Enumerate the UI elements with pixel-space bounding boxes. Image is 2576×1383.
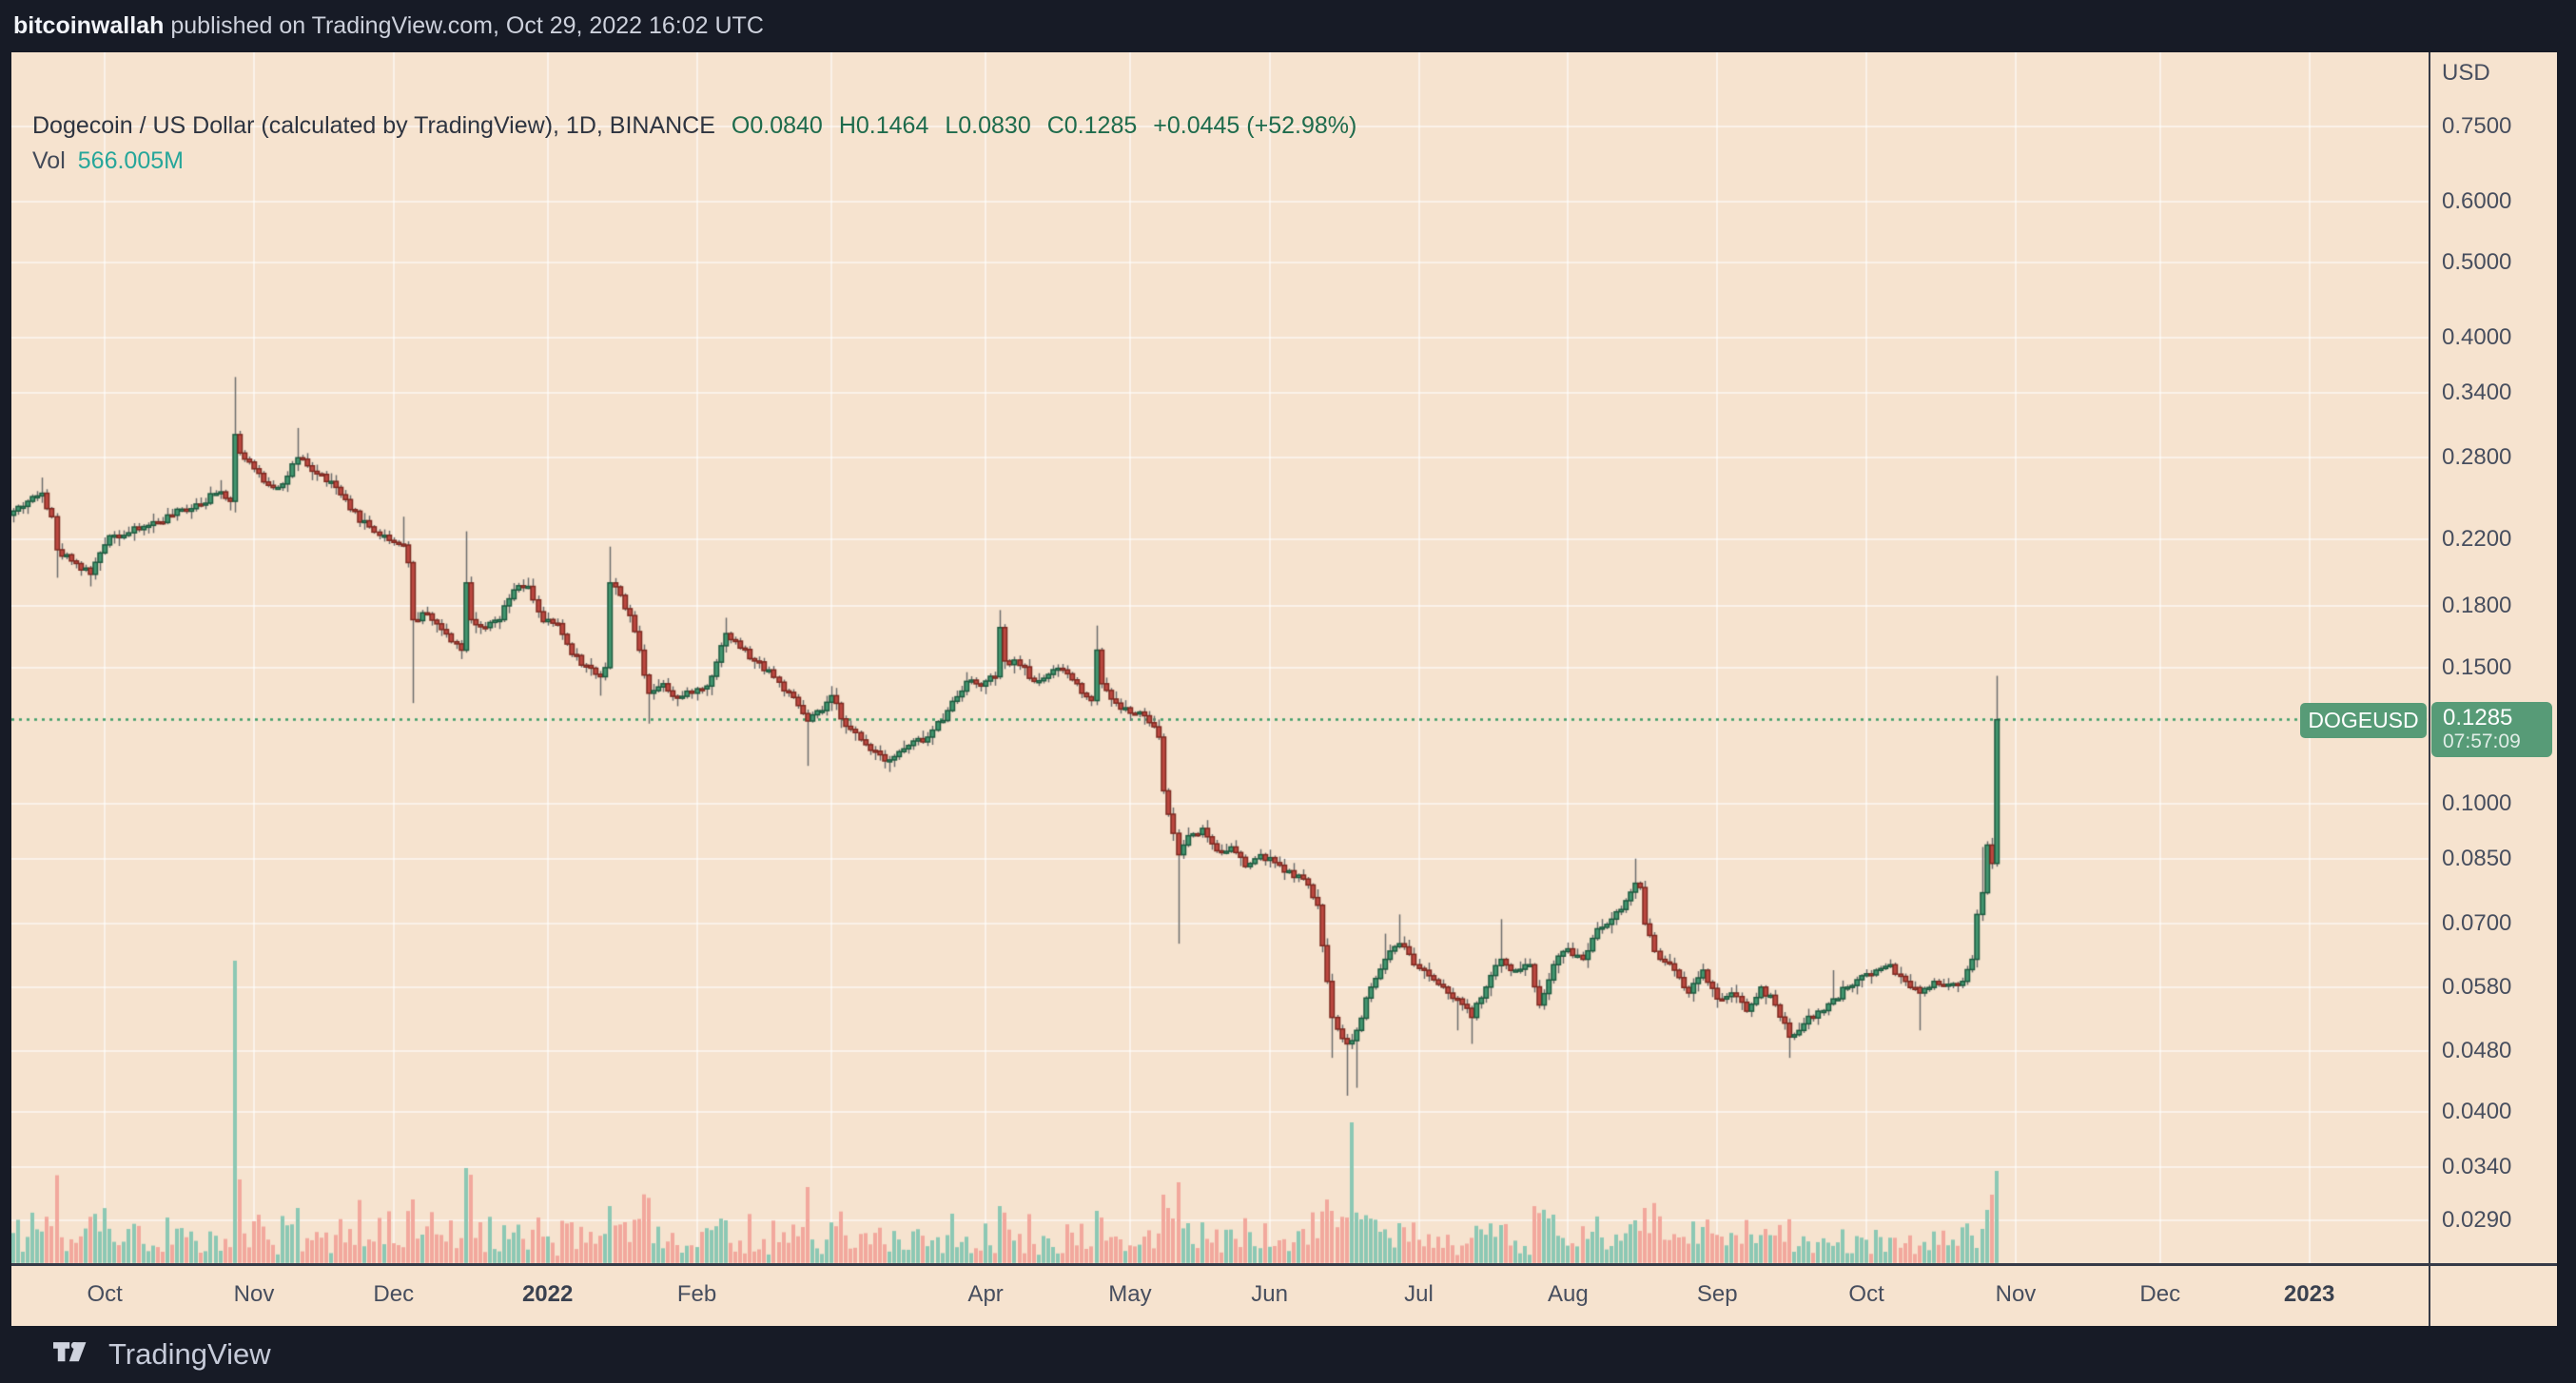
price-axis-border [2429, 52, 2430, 1326]
price-tick-label: 0.6000 [2442, 187, 2512, 214]
time-tick-label: May [1108, 1281, 1152, 1307]
time-tick-label: Aug [1548, 1281, 1589, 1307]
ohlc-high: H0.1464 [838, 112, 929, 139]
last-price-badge: 0.1285 07:57:09 [2431, 702, 2552, 757]
time-tick-label: 2022 [521, 1281, 574, 1307]
price-tick-label: 0.0580 [2442, 973, 2512, 1000]
price-tick-label: 0.1500 [2442, 653, 2512, 680]
ohlc-low: L0.0830 [945, 112, 1031, 139]
time-tick-label: Nov [1995, 1281, 2037, 1307]
time-tick-label: Nov [233, 1281, 275, 1307]
time-tick-label: Sep [1696, 1281, 1738, 1307]
price-tick-label: 0.0290 [2442, 1206, 2512, 1233]
volume-label: Vol [32, 147, 66, 174]
price-tick-label: 0.2800 [2442, 444, 2512, 471]
last-price-value: 0.1285 [2443, 705, 2513, 730]
attribution-bar: bitcoinwallah published on TradingView.c… [0, 0, 2576, 52]
price-tick-label: 0.1000 [2442, 790, 2512, 817]
time-tick-label: Oct [87, 1281, 123, 1307]
time-tick-label: Jun [1251, 1281, 1289, 1307]
price-tick-label: 0.0340 [2442, 1153, 2512, 1179]
ohlc-open: O0.0840 [731, 112, 823, 139]
footer-bar: TradingView [0, 1326, 2576, 1383]
author-name: bitcoinwallah [13, 12, 165, 39]
price-tick-label: 0.4000 [2442, 324, 2512, 351]
price-tick-label: 0.0850 [2442, 845, 2512, 871]
price-tick-label: 0.1800 [2442, 593, 2512, 619]
time-tick-label: Jul [1404, 1281, 1434, 1307]
time-tick-label: Oct [1848, 1281, 1884, 1307]
symbol-title: Dogecoin / US Dollar (calculated by Trad… [32, 112, 715, 139]
price-tick-label: 0.5000 [2442, 249, 2512, 276]
price-tick-label: 0.3400 [2442, 379, 2512, 405]
price-tick-label: 0.0400 [2442, 1099, 2512, 1125]
chart-canvas[interactable] [11, 52, 2557, 1326]
time-tick-label: Apr [967, 1281, 1004, 1307]
price-tick-label: 0.2200 [2442, 525, 2512, 552]
candle-countdown: 07:57:09 [2443, 730, 2521, 752]
ohlc-close: C0.1285 [1046, 112, 1138, 139]
attribution-text: published on TradingView.com, Oct 29, 20… [170, 12, 764, 39]
price-axis-unit: USD [2442, 60, 2490, 86]
time-tick-label: Dec [2139, 1281, 2181, 1307]
time-tick-label: 2023 [2283, 1281, 2335, 1307]
chart-panel: Dogecoin / US Dollar (calculated by Trad… [11, 52, 2557, 1326]
price-tick-label: 0.0700 [2442, 910, 2512, 937]
ohlc-change: +0.0445 (+52.98%) [1153, 112, 1357, 139]
symbol-legend[interactable]: Dogecoin / US Dollar (calculated by Trad… [32, 112, 1356, 140]
price-tick-label: 0.7500 [2442, 112, 2512, 139]
tradingview-brand-text[interactable]: TradingView [108, 1337, 271, 1371]
price-tick-label: 0.0480 [2442, 1037, 2512, 1063]
volume-value: 566.005M [77, 147, 184, 174]
time-tick-label: Dec [373, 1281, 415, 1307]
time-axis-border [11, 1263, 2557, 1266]
time-tick-label: Feb [676, 1281, 717, 1307]
symbol-price-label: DOGEUSD [2300, 703, 2427, 738]
tradingview-logo-icon[interactable] [53, 1341, 95, 1368]
volume-legend: Vol 566.005M [32, 147, 184, 175]
